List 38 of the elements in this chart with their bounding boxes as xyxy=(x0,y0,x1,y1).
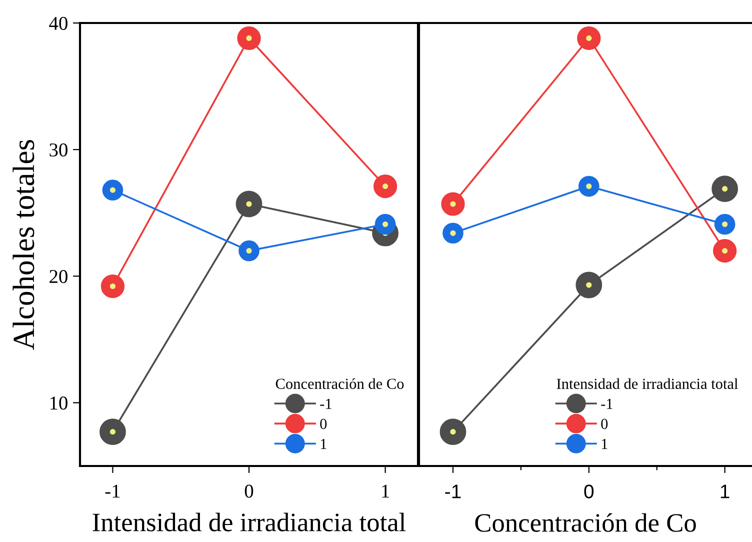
point xyxy=(712,176,738,202)
point xyxy=(440,418,466,446)
y-tick-label: 10 xyxy=(50,396,68,410)
point xyxy=(238,240,260,262)
legend-label: 1 xyxy=(320,438,326,449)
point xyxy=(576,272,602,298)
x-tick-label: -1 xyxy=(445,484,461,498)
point xyxy=(714,214,736,235)
x-axis-title: Concentración de Co xyxy=(475,513,696,532)
x-axis-title: Intensidad de irradiancia total xyxy=(92,512,406,532)
legend-label: 0 xyxy=(601,418,608,430)
point xyxy=(441,192,465,216)
point xyxy=(100,274,125,298)
legend-label: 1 xyxy=(602,438,608,449)
y-tick-label: 40 xyxy=(49,16,68,30)
legend-label: -1 xyxy=(320,398,332,409)
point xyxy=(713,239,737,263)
y-tick-label: 20 xyxy=(50,270,68,284)
point xyxy=(237,26,261,50)
point xyxy=(102,180,124,200)
x-tick-label: 1 xyxy=(382,484,389,498)
legend-title: Intensidad de irradiancia total xyxy=(556,378,738,389)
point xyxy=(374,214,396,235)
y-tick-label: 30 xyxy=(50,143,68,157)
point xyxy=(236,190,262,218)
point xyxy=(100,418,126,446)
point xyxy=(373,174,398,198)
y-axis-title: Alcoholes totales xyxy=(12,140,34,350)
legend-title: Concentración de Co xyxy=(276,378,404,389)
x-tick-label: -1 xyxy=(105,484,120,498)
legend-label: -1 xyxy=(601,398,612,409)
legend-label: 0 xyxy=(320,418,327,430)
x-tick-label: 1 xyxy=(720,484,730,498)
point xyxy=(442,222,464,244)
point xyxy=(577,26,601,50)
x-tick-label: 0 xyxy=(244,484,254,498)
point xyxy=(578,176,600,197)
x-tick-label: 0 xyxy=(584,484,594,498)
